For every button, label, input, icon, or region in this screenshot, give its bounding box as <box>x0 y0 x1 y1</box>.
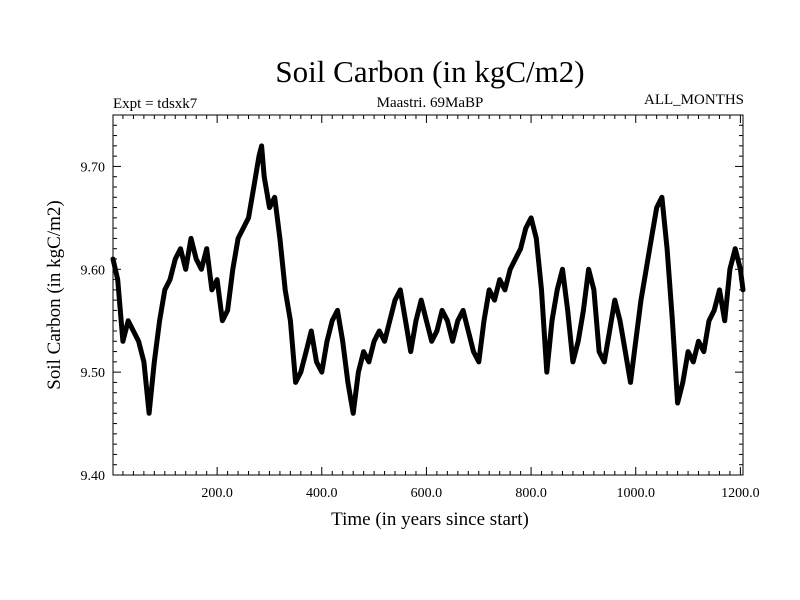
y-tick-label: 9.40 <box>81 469 106 484</box>
series-line <box>110 143 746 416</box>
x-tick-label: 800.0 <box>515 486 547 501</box>
x-tick-label: 400.0 <box>306 486 338 501</box>
x-tick-label: 1000.0 <box>616 486 655 501</box>
y-tick-label: 9.60 <box>81 263 106 278</box>
y-axis: 9.40 9.50 9.60 9.70 <box>81 114 743 484</box>
plot-frame <box>112 114 744 476</box>
x-tick-label: 1200.0 <box>721 486 760 501</box>
experiment-label: Expt = tdsxk7 <box>113 96 198 112</box>
period-label: Maastri. 69MaBP <box>377 95 484 111</box>
y-tick-label: 9.70 <box>81 160 106 175</box>
x-axis-label: Time (in years since start) <box>331 509 529 530</box>
months-label: ALL_MONTHS <box>644 92 744 108</box>
y-axis-label: Soil Carbon (in kgC/m2) <box>44 200 65 389</box>
chart-title: Soil Carbon (in kgC/m2) <box>275 54 584 89</box>
y-tick-label: 9.50 <box>81 366 106 381</box>
x-axis: 200.0 400.0 600.0 800.0 1000.0 1200.0 <box>122 115 760 501</box>
x-tick-label: 600.0 <box>411 486 443 501</box>
x-tick-label: 200.0 <box>201 486 233 501</box>
